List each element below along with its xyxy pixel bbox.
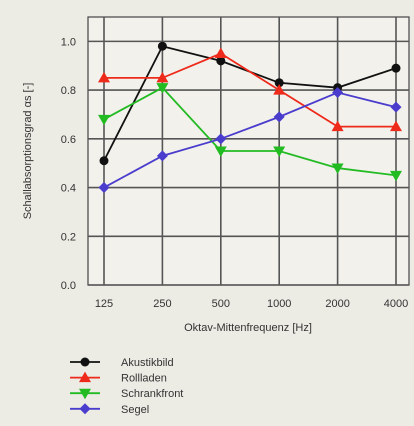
legend-item-rollladen: Rollladen: [70, 371, 167, 385]
data-point-schrankfront: [156, 83, 169, 94]
legend-marker: [80, 357, 90, 367]
legend: Akustikbild Rollladen Schrankfront Segel: [70, 357, 183, 416]
legend-marker: [79, 388, 91, 400]
y-tick-labels: 0.0 0.2 0.4 0.6 0.8 1.0: [61, 36, 76, 292]
legend-label: Akustikbild: [121, 357, 174, 369]
series-line-rollladen: [104, 52, 396, 128]
data-point-akustikbild: [274, 78, 284, 88]
x-tick-label: 4000: [384, 298, 408, 310]
legend-item-akustikbild: Akustikbild: [70, 357, 174, 369]
data-point-schrankfront: [273, 146, 286, 157]
y-tick-label: 0.4: [61, 183, 76, 195]
data-point-segel: [332, 87, 344, 99]
data-point-segel: [98, 182, 110, 194]
legend-label: Schrankfront: [121, 388, 183, 400]
series-line-schrankfront: [103, 86, 397, 177]
data-point-schrankfront: [390, 170, 402, 182]
x-tick-label: 1000: [267, 298, 291, 310]
y-tick-label: 0.6: [61, 134, 76, 146]
legend-item-schrankfront: Schrankfront: [70, 388, 183, 400]
data-point-akustikbild: [157, 41, 167, 51]
data-point-rollladen: [214, 47, 227, 59]
data-point-segel: [156, 150, 168, 162]
legend-marker: [79, 403, 91, 415]
series-group: [98, 41, 402, 194]
y-axis-title: Schallabsorptionsgrad αs [-]: [22, 83, 34, 220]
data-point-rollladen: [98, 71, 110, 83]
x-tick-label: 500: [212, 298, 230, 310]
y-tick-label: 1.0: [61, 36, 76, 48]
data-point-rollladen: [331, 120, 344, 132]
series-line-segel: [103, 91, 397, 189]
data-point-rollladen: [390, 120, 402, 132]
data-point-schrankfront: [331, 163, 344, 175]
data-point-akustikbild: [391, 63, 401, 73]
x-tick-labels: 125 250 500 1000 2000 4000: [95, 298, 408, 310]
legend-marker: [79, 371, 91, 383]
data-point-rollladen: [156, 71, 169, 83]
legend-label: Segel: [121, 404, 149, 416]
data-point-segel: [273, 111, 285, 123]
data-point-schrankfront: [98, 114, 110, 126]
data-point-segel: [390, 101, 402, 113]
y-tick-label: 0.0: [61, 280, 76, 292]
series-rollladen: [98, 47, 402, 132]
data-point-akustikbild: [216, 56, 226, 66]
x-tick-label: 250: [153, 298, 171, 310]
y-tick-label: 0.2: [61, 231, 76, 243]
series-segel: [98, 87, 402, 194]
data-point-segel: [215, 133, 227, 145]
series-schrankfront: [98, 83, 402, 182]
x-tick-label: 125: [95, 298, 113, 310]
legend-item-segel: Segel: [70, 403, 149, 416]
data-point-schrankfront: [214, 146, 227, 157]
data-point-akustikbild: [99, 156, 109, 166]
y-tick-label: 0.8: [61, 85, 76, 97]
data-point-rollladen: [273, 84, 286, 95]
x-tick-label: 2000: [325, 298, 349, 310]
x-axis-title: Oktav-Mittenfrequenz [Hz]: [184, 322, 312, 334]
legend-label: Rollladen: [121, 373, 167, 385]
